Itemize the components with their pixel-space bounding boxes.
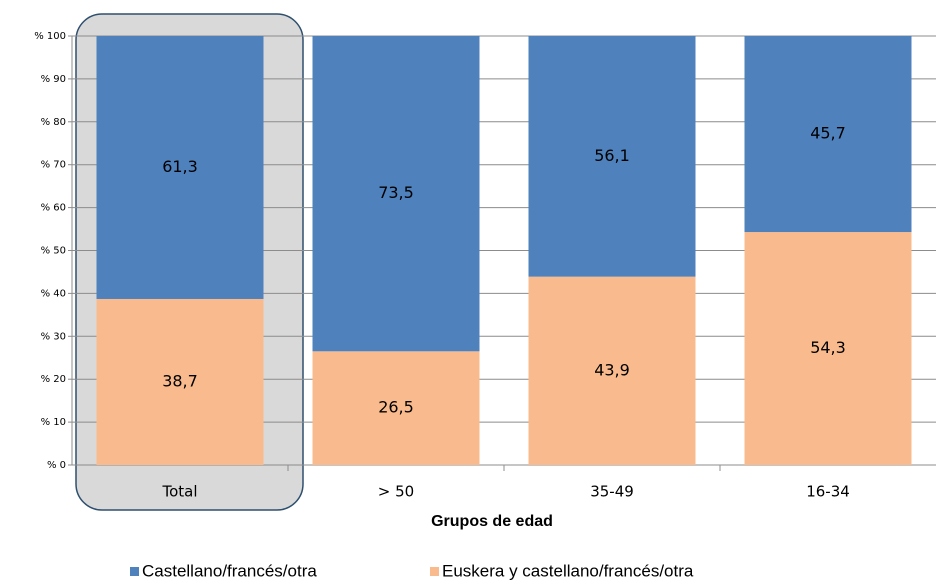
bar-segment [744,36,912,233]
bar-segment [96,36,264,299]
bar-segment [312,351,480,465]
y-tick-label: % 40 [41,288,66,299]
x-tick-label: 16-34 [806,483,850,501]
legend-label: Castellano/francés/otra [142,561,317,580]
bar-segment [744,232,912,465]
x-axis-title: Grupos de edad [431,513,553,530]
y-tick-label: % 70 [41,160,66,171]
y-tick-label: % 100 [34,31,66,42]
y-tick-label: % 90 [41,74,66,85]
y-tick-label: % 10 [41,417,66,428]
value-label: 73,5 [378,183,414,202]
legend-swatch [430,567,439,576]
value-label: 45,7 [810,124,846,143]
y-tick-label: % 50 [41,246,66,257]
bar-segment [528,276,696,465]
y-tick-label: % 60 [41,203,66,214]
bar-segment [528,36,696,277]
y-tick-label: % 80 [41,117,66,128]
y-tick-label: % 0 [47,460,66,471]
y-tick-label: % 30 [41,331,66,342]
x-tick-label: > 50 [378,483,414,501]
value-label: 56,1 [594,146,630,165]
x-tick-label: 35-49 [590,483,634,501]
value-label: 38,7 [162,371,198,390]
value-label: 54,3 [810,338,846,357]
x-tick-label: Total [161,483,197,501]
value-label: 26,5 [378,398,414,417]
legend-label: Euskera y castellano/francés/otra [442,561,694,580]
bar-segment [312,36,480,352]
value-label: 61,3 [162,157,198,176]
bar-segment [96,298,264,465]
y-tick-label: % 20 [41,374,66,385]
value-label: 43,9 [594,360,630,379]
legend-swatch [130,567,139,576]
